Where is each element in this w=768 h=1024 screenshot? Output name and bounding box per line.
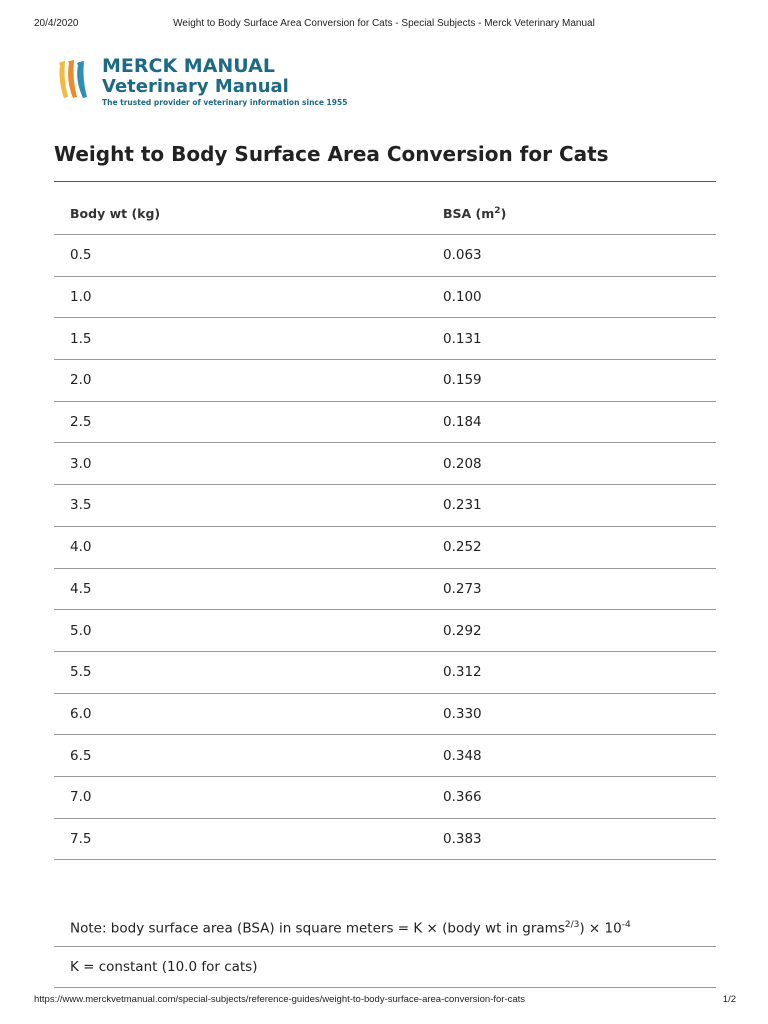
cell-bsa: 0.292	[426, 609, 716, 652]
table-row: 6.0 0.330	[54, 693, 716, 736]
table-row: 4.0 0.252	[54, 526, 716, 569]
cell-body-wt: 5.5	[54, 651, 426, 694]
table-row: 2.5 0.184	[54, 401, 716, 444]
bsa-formula-note: Note: body surface area (BSA) in square …	[54, 904, 716, 947]
cell-bsa: 0.366	[426, 776, 716, 819]
cell-body-wt: 0.5	[54, 234, 426, 277]
merck-manual-logo[interactable]: MERCK MANUAL Veterinary Manual The trust…	[56, 55, 376, 113]
cell-bsa: 0.208	[426, 442, 716, 486]
note-exponent-minus-4: -4	[621, 920, 631, 930]
cell-body-wt: 3.0	[54, 442, 426, 486]
table-row: 1.5 0.131	[54, 317, 716, 361]
logo-line1: MERCK MANUAL	[102, 55, 275, 77]
cell-body-wt: 3.5	[54, 484, 426, 527]
note-exponent-2-3: 2/3	[564, 920, 580, 930]
cell-body-wt: 7.0	[54, 776, 426, 819]
cell-bsa: 0.100	[426, 276, 716, 319]
cell-body-wt: 1.5	[54, 317, 426, 361]
page-number: 1/2	[722, 994, 736, 1005]
table-row: 3.0 0.208	[54, 442, 716, 486]
header-body-wt: Body wt (kg)	[54, 193, 426, 235]
table-row: 3.5 0.231	[54, 484, 716, 527]
cell-body-wt: 6.0	[54, 693, 426, 736]
cell-body-wt: 6.5	[54, 734, 426, 777]
cell-bsa: 0.312	[426, 651, 716, 694]
page-title: Weight to Body Surface Area Conversion f…	[54, 142, 609, 166]
cell-body-wt: 7.5	[54, 818, 426, 861]
title-divider	[54, 181, 716, 182]
table-row: 5.0 0.292	[54, 609, 716, 652]
table-row: 6.5 0.348	[54, 734, 716, 777]
logo-line2: Veterinary Manual	[102, 76, 289, 97]
cell-bsa: 0.131	[426, 317, 716, 361]
cell-body-wt: 1.0	[54, 276, 426, 319]
cell-bsa: 0.063	[426, 234, 716, 277]
note-mid: ) × 10	[579, 920, 622, 937]
print-date: 20/4/2020	[34, 18, 79, 29]
cell-body-wt: 2.0	[54, 359, 426, 402]
cell-bsa: 0.273	[426, 568, 716, 611]
table-row: 5.5 0.312	[54, 651, 716, 694]
print-header: 20/4/2020 Weight to Body Surface Area Co…	[0, 18, 768, 32]
cell-bsa: 0.252	[426, 526, 716, 569]
notes-section: Note: body surface area (BSA) in square …	[54, 904, 716, 988]
cell-bsa: 0.231	[426, 484, 716, 527]
cell-bsa: 0.330	[426, 693, 716, 736]
cell-bsa: 0.348	[426, 734, 716, 777]
cell-body-wt: 2.5	[54, 401, 426, 444]
table-row: 4.5 0.273	[54, 568, 716, 611]
table-row: 7.0 0.366	[54, 776, 716, 819]
cell-body-wt: 4.5	[54, 568, 426, 611]
merck-stripes-logo-icon	[59, 60, 87, 98]
table-row: 7.5 0.383	[54, 818, 716, 861]
cell-bsa: 0.383	[426, 818, 716, 861]
cell-bsa: 0.159	[426, 359, 716, 402]
conversion-table: Body wt (kg) BSA (m2) 0.5 0.063 1.0 0.100 1.…	[54, 193, 716, 861]
print-url[interactable]: https://www.merckvetmanual.com/special-s…	[34, 994, 526, 1005]
cell-body-wt: 5.0	[54, 609, 426, 652]
table-row: 1.0 0.100	[54, 276, 716, 319]
header-bsa-prefix: BSA (m	[443, 206, 495, 222]
cell-body-wt: 4.0	[54, 526, 426, 569]
table-row: 2.0 0.159	[54, 359, 716, 402]
table-row: 0.5 0.063	[54, 234, 716, 277]
constant-note: K = constant (10.0 for cats)	[54, 947, 716, 988]
header-bsa: BSA (m2)	[426, 193, 716, 235]
table-header-row: Body wt (kg) BSA (m2)	[54, 193, 716, 235]
print-footer: https://www.merckvetmanual.com/special-s…	[0, 994, 768, 1008]
note-prefix: Note: body surface area (BSA) in square …	[70, 920, 565, 937]
print-document-title: Weight to Body Surface Area Conversion f…	[173, 18, 595, 29]
table-body: 0.5 0.063 1.0 0.100 1.5 0.131 2.0 0.159 2.5 0.184…	[54, 234, 716, 861]
header-bsa-suffix: )	[500, 206, 507, 222]
header-bsa-sup: 2	[494, 205, 501, 216]
cell-bsa: 0.184	[426, 401, 716, 444]
logo-tagline: The trusted provider of veterinary infor…	[102, 98, 348, 107]
